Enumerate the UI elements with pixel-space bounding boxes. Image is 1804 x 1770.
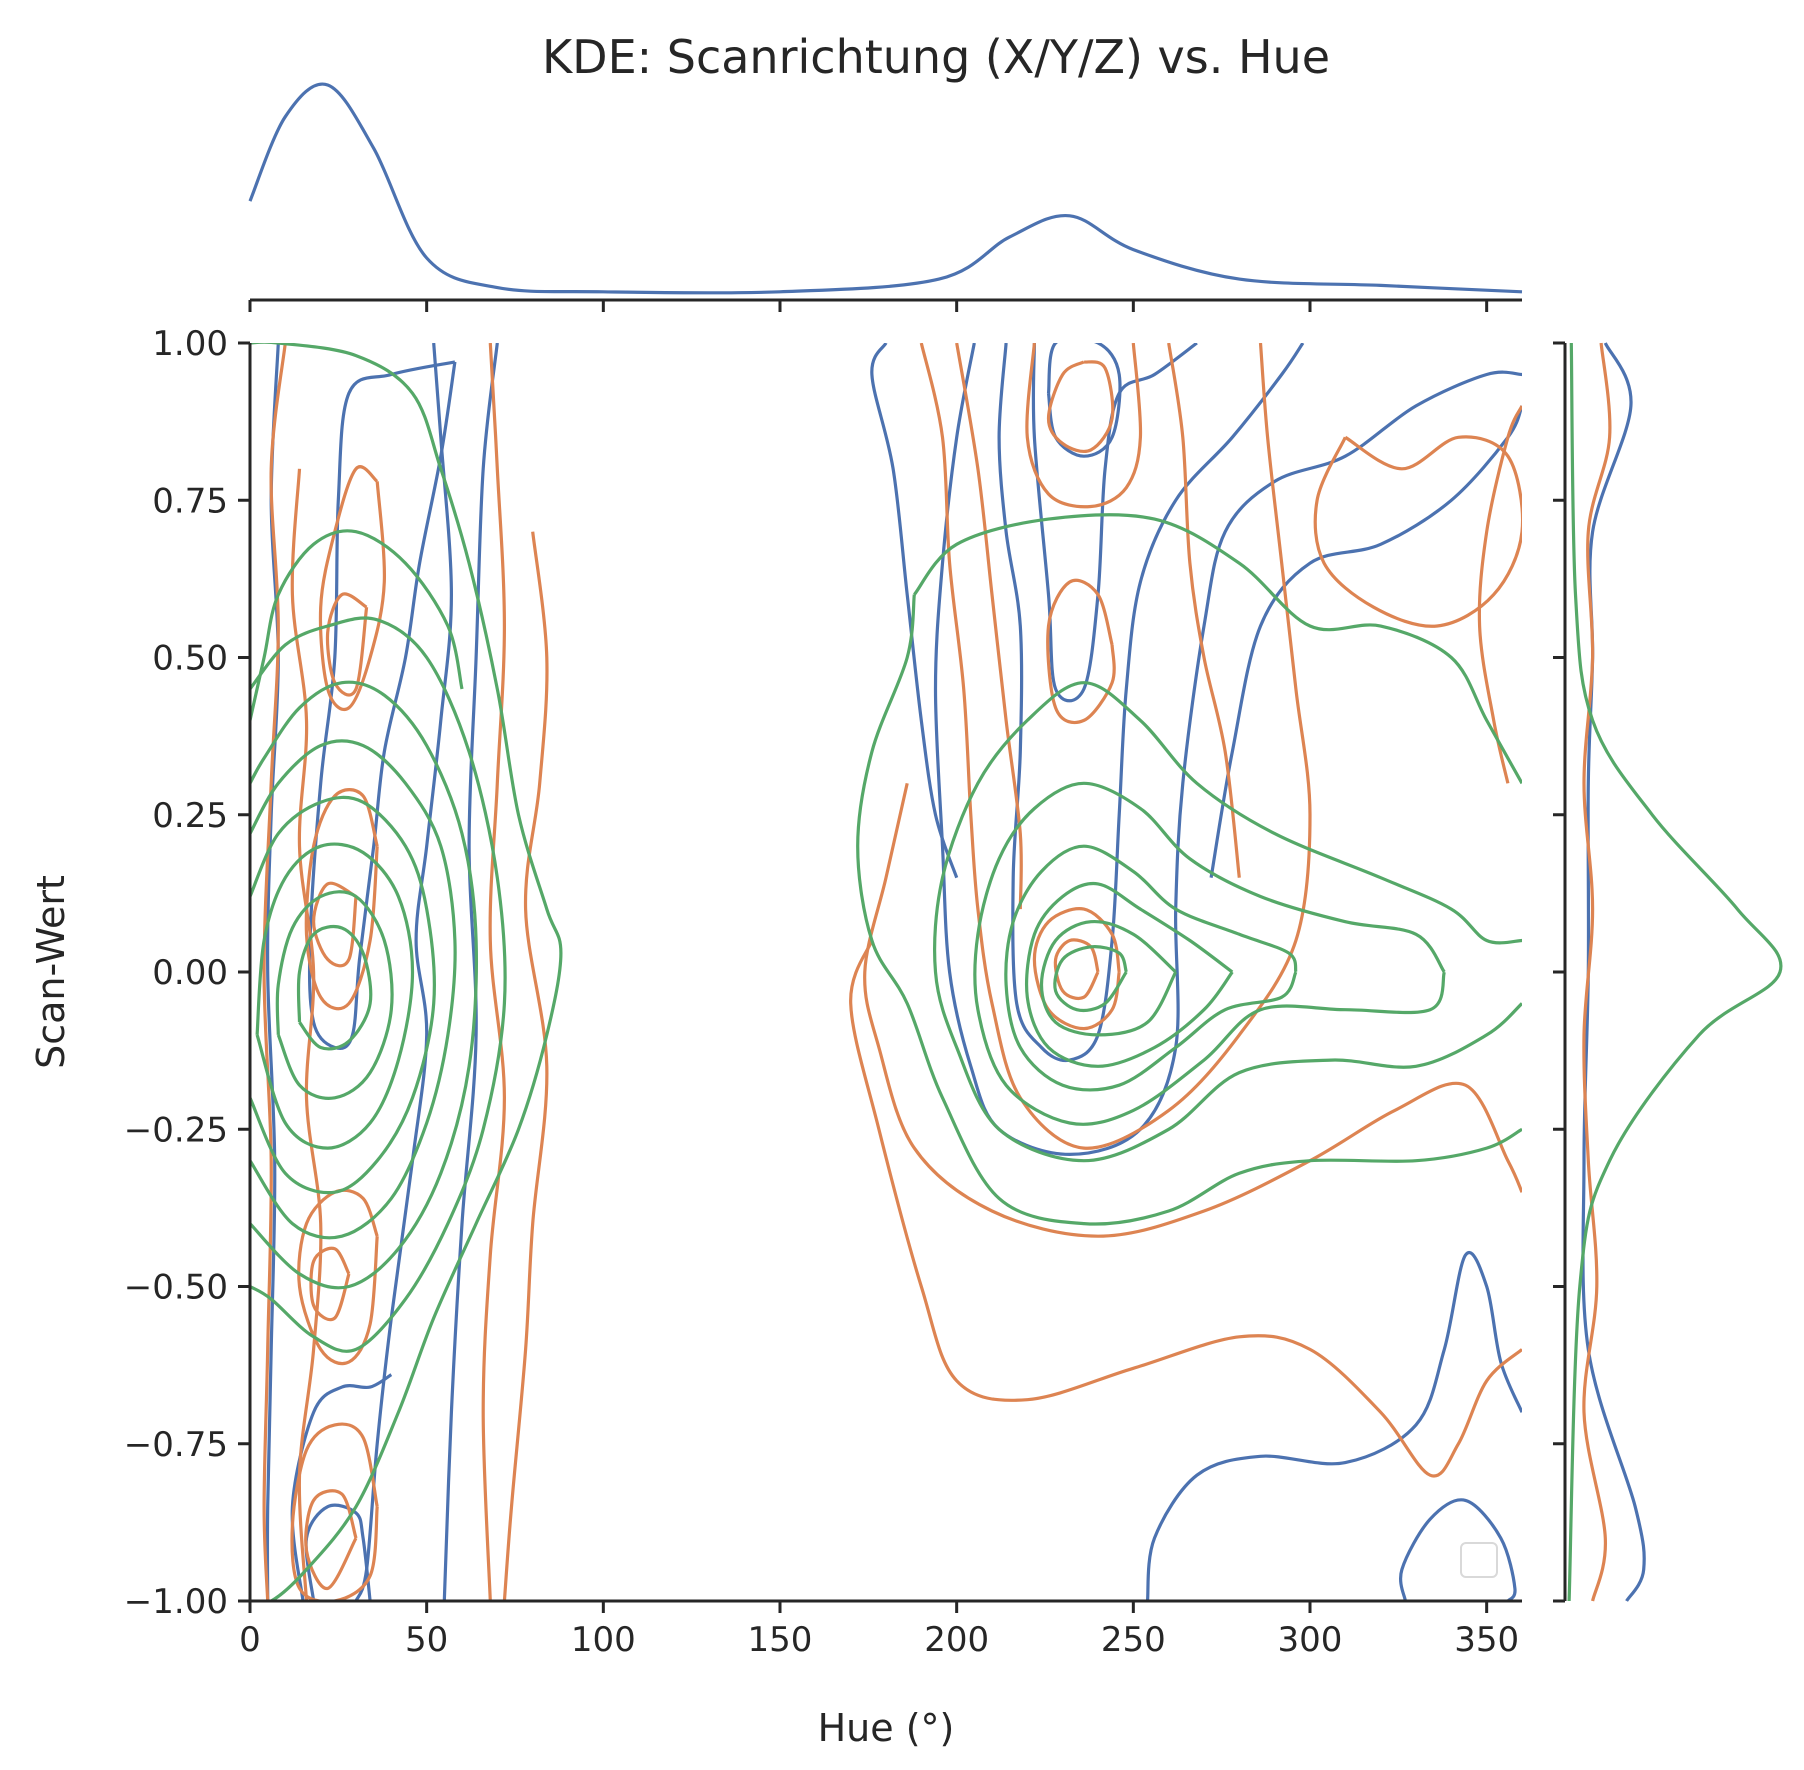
x-tick-label: 150 xyxy=(748,1620,813,1660)
contour-line-s2-4 xyxy=(250,739,457,1240)
contour-line-s2-1 xyxy=(250,529,464,721)
contour-line-s1-8 xyxy=(297,1188,379,1366)
x-tick-label: 200 xyxy=(924,1620,989,1660)
contour-line-s0-3 xyxy=(442,343,499,1601)
contour-line-s1-10 xyxy=(290,1422,379,1601)
contour-line-s0-2 xyxy=(307,360,457,1051)
y-tick-label: 0.50 xyxy=(152,639,228,679)
contour-line-s1-11 xyxy=(304,1489,358,1590)
marginal-y-curve-0 xyxy=(1581,342,1646,1602)
contour-line-s0-6 xyxy=(933,343,1522,1156)
contour-line-s1-5 xyxy=(325,592,369,697)
x-tick-label: 0 xyxy=(239,1620,261,1660)
marginal-y-curve-2 xyxy=(1567,342,1783,1602)
contour-line-s0-10 xyxy=(870,343,959,879)
contour-line-s2-14 xyxy=(1024,881,1234,1068)
y-tick-label: 0.25 xyxy=(152,796,228,836)
contour-line-s2-13 xyxy=(1004,844,1298,1092)
contour-line-s2-3 xyxy=(250,680,479,1290)
contour-line-s1-14 xyxy=(1046,578,1116,725)
contour-line-s2-11 xyxy=(933,681,1522,1163)
contour-line-s0-1 xyxy=(265,343,280,1601)
contour-line-s1-1 xyxy=(481,343,506,1601)
y-tick-label: 0.75 xyxy=(152,481,228,521)
contour-line-s2-2 xyxy=(250,616,507,1353)
axes-layer: 0 50 100 150 200 250 300 350 1.00 0.75 0.50 0.25 0.0… xyxy=(124,324,1522,1660)
contour-line-s1-9 xyxy=(309,1246,351,1322)
x-tick-label: 350 xyxy=(1454,1620,1519,1660)
y-tick-label: −0.25 xyxy=(124,1110,228,1150)
contour-line-s2-8 xyxy=(296,924,373,1051)
contour-line-s2-16 xyxy=(1053,945,1128,1013)
contour-line-s1-0 xyxy=(262,343,287,1601)
contour-line-s1-2 xyxy=(502,531,549,1601)
contour-line-s1-22 xyxy=(863,782,1522,1238)
marginal-y-panel xyxy=(1553,341,1783,1603)
contour-line-s0-13 xyxy=(1398,1498,1517,1601)
y-axis-label: Scan-Wert xyxy=(29,875,73,1069)
contour-line-s1-7 xyxy=(312,881,358,968)
contour-line-s0-11 xyxy=(1209,405,1522,878)
marginal-x-curve xyxy=(248,82,1523,295)
x-tick-label: 300 xyxy=(1278,1620,1343,1660)
contour-line-s2-7 xyxy=(275,890,394,1100)
contour-line-s1-19 xyxy=(955,343,1023,910)
contour-line-s0-7 xyxy=(997,343,1305,1063)
y-tick-label: 1.00 xyxy=(152,324,228,364)
contour-line-s1-20 xyxy=(1313,435,1522,628)
x-axis-label: Hue (°) xyxy=(818,1706,955,1750)
contour-line-s0-5 xyxy=(304,1503,372,1601)
y-tick-label: −1.00 xyxy=(124,1582,228,1622)
legend-box xyxy=(1460,1542,1498,1578)
contour-line-s2-9 xyxy=(913,513,1522,785)
contour-line-s2-15 xyxy=(1039,919,1178,1037)
contour-line-s1-17 xyxy=(919,343,1312,1150)
contour-layer xyxy=(250,343,1522,1601)
contour-line-s2-12 xyxy=(973,781,1446,1126)
contour-line-s1-23 xyxy=(1477,405,1522,784)
chart-title: KDE: Scanrichtung (X/Y/Z) vs. Hue xyxy=(542,30,1330,84)
contour-line-s0-0 xyxy=(354,343,453,1601)
contour-line-s0-8 xyxy=(1031,343,1198,703)
contour-line-s1-12 xyxy=(1046,360,1115,454)
contour-line-s1-21 xyxy=(849,939,1522,1478)
contour-line-s1-6 xyxy=(304,788,379,1011)
y-tick-label: 0.00 xyxy=(152,953,228,993)
marginal-y-curve-1 xyxy=(1582,342,1612,1602)
x-tick-label: 50 xyxy=(405,1620,448,1660)
contour-line-s1-18 xyxy=(1167,343,1241,878)
y-tick-label: −0.50 xyxy=(124,1268,228,1308)
contour-line-s0-12 xyxy=(1145,1251,1522,1601)
plot-area: 0 50 100 150 200 250 300 350 1.00 0.75 0.50 0.25 0.0… xyxy=(124,324,1522,1660)
x-tick-label: 100 xyxy=(571,1620,636,1660)
contour-line-s1-15 xyxy=(1032,907,1121,1031)
contour-line-s1-13 xyxy=(1025,343,1143,509)
x-tick-label: 250 xyxy=(1101,1620,1166,1660)
contour-line-s2-0 xyxy=(250,343,563,1601)
contour-line-s2-5 xyxy=(250,795,436,1195)
contour-line-s2-6 xyxy=(255,842,415,1150)
marginal-x-panel xyxy=(248,82,1523,312)
y-tick-label: −0.75 xyxy=(124,1425,228,1465)
contour-line-s2-10 xyxy=(856,594,1522,1226)
contour-line-s1-4 xyxy=(318,465,387,712)
